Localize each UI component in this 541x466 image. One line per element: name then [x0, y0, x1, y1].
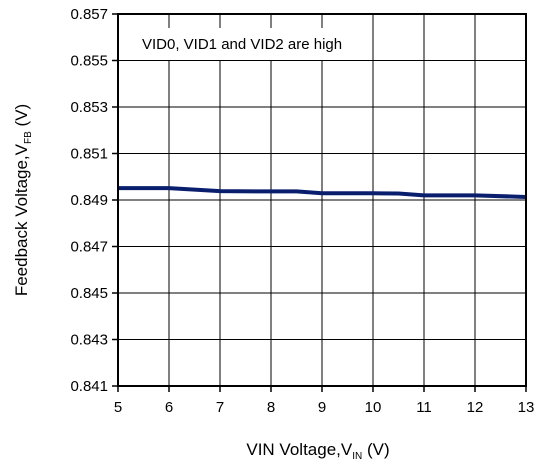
y-axis-label-unit: (V) — [12, 104, 31, 131]
y-tick-label: 0.845 — [70, 285, 108, 302]
grid-lines — [118, 14, 526, 386]
y-tick-label: 0.855 — [70, 53, 108, 70]
y-axis-label-sub: FB — [23, 131, 34, 144]
annotation-text: VID0, VID1 and VID2 are high — [142, 36, 342, 53]
y-tick-labels: 0.841 0.843 0.845 0.847 0.849 0.851 0.853 0.855… — [70, 6, 108, 395]
y-tick-label: 0.857 — [70, 6, 108, 23]
y-axis-label-main: Feedback Voltage,V — [12, 143, 31, 296]
x-axis-label-unit: (V) — [362, 440, 389, 459]
x-tick-label: 10 — [365, 399, 382, 416]
x-tick-label: 8 — [267, 399, 275, 416]
x-tick-labels: 5 6 7 8 9 10 11 12 13 — [114, 399, 535, 416]
y-tick-label: 0.841 — [70, 378, 108, 395]
y-tick-label: 0.853 — [70, 99, 108, 116]
tick-marks — [112, 13, 527, 392]
plot-frame — [117, 13, 527, 387]
series-line-1 — [118, 186, 527, 199]
x-tick-label: 7 — [216, 399, 224, 416]
x-tick-label: 11 — [416, 399, 432, 416]
y-tick-label: 0.851 — [70, 146, 108, 163]
y-tick-label: 0.849 — [70, 192, 108, 209]
x-tick-label: 12 — [467, 399, 484, 416]
y-tick-label: 0.843 — [70, 332, 108, 349]
x-tick-label: 9 — [318, 399, 326, 416]
x-axis-label-main: VIN Voltage,V — [246, 440, 353, 459]
x-axis-label-sub: IN — [352, 451, 362, 462]
series-group — [118, 186, 527, 199]
x-tick-label: 6 — [165, 399, 173, 416]
x-tick-label: 13 — [518, 399, 535, 416]
x-axis-label: VIN Voltage,VIN (V) — [246, 440, 389, 462]
x-tick-label: 5 — [114, 399, 122, 416]
y-axis-label: Feedback Voltage,VFB (V) — [12, 104, 34, 296]
annotation-box — [131, 28, 327, 60]
y-tick-label: 0.847 — [70, 239, 108, 256]
